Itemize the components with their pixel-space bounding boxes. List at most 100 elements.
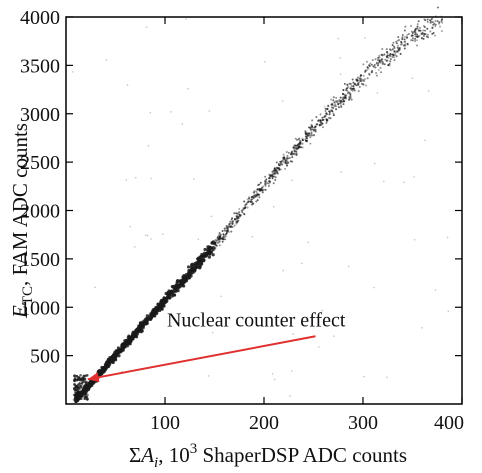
scatter-point	[251, 235, 254, 238]
scatter-point	[247, 200, 250, 203]
scatter-point	[332, 99, 335, 102]
scatter-point	[198, 265, 202, 269]
scatter-point	[159, 298, 164, 303]
scatter-point	[238, 215, 241, 218]
y-axis-ticks: 500 1000 1500 2000 2500 3000 3500 4000	[20, 7, 462, 368]
scatter-point	[401, 37, 404, 40]
scatter-point	[376, 64, 379, 67]
scatter-point	[335, 108, 338, 111]
scatter-point	[285, 162, 288, 165]
scatter-point	[414, 31, 417, 34]
scatter-point	[277, 166, 280, 169]
scatter-point	[340, 105, 343, 108]
scatter-point	[393, 45, 396, 48]
scatter-point	[362, 63, 365, 66]
scatter-point	[162, 296, 166, 300]
scatter-point	[279, 161, 282, 164]
scatter-point	[189, 272, 193, 276]
scatter-point	[401, 38, 404, 41]
scatter-point	[282, 160, 285, 163]
scatter-point	[281, 100, 284, 102]
x-tick-label: 300	[348, 412, 378, 434]
scatter-point	[360, 80, 363, 83]
scatter-point	[416, 25, 419, 28]
scatter-point	[394, 51, 397, 54]
scatter-point	[395, 55, 398, 58]
scatter-point	[228, 222, 231, 225]
scatter-point	[161, 233, 164, 235]
scatter-point	[279, 164, 282, 167]
scatter-point	[261, 191, 264, 194]
scatter-point	[267, 185, 270, 188]
scatter-point	[236, 212, 239, 215]
scatter-point	[324, 107, 327, 110]
scatter-point	[246, 198, 249, 201]
scatter-point	[238, 213, 241, 216]
scatter-point	[350, 98, 353, 101]
scatter-point	[114, 351, 118, 355]
scatter-point	[250, 198, 253, 201]
scatter-point	[75, 398, 79, 401]
scatter-point	[207, 375, 210, 377]
scatter-point	[391, 48, 394, 51]
scatter-point	[127, 341, 132, 345]
scatter-point	[292, 333, 295, 335]
scatter-point	[427, 90, 430, 92]
scatter-point	[353, 87, 356, 90]
scatter-point	[385, 59, 388, 62]
x-label-mid: , 10	[158, 443, 190, 467]
scatter-point	[342, 103, 345, 106]
scatter-point	[295, 153, 298, 156]
scatter-point	[226, 230, 228, 233]
scatter-point	[411, 32, 414, 35]
scatter-point	[256, 192, 259, 195]
scatter-point	[262, 185, 265, 188]
scatter-point	[398, 38, 401, 41]
scatter-point	[418, 29, 421, 32]
scatter-point	[372, 65, 375, 68]
scatter-point	[128, 336, 132, 340]
scatter-point	[170, 294, 174, 298]
scatter-point	[334, 103, 337, 106]
scatter-point	[282, 156, 285, 159]
scatter-point	[259, 181, 262, 184]
scatter-point	[366, 68, 369, 71]
scatter-point	[100, 365, 104, 370]
scatter-point	[298, 146, 301, 149]
scatter-point	[230, 218, 233, 221]
scatter-point	[224, 235, 227, 238]
scatter-point	[313, 129, 316, 132]
scatter-point	[360, 82, 363, 85]
scatter-point	[280, 160, 283, 163]
scatter-point	[262, 188, 265, 191]
scatter-point	[404, 43, 407, 46]
scatter-point	[213, 248, 216, 251]
scatter-point	[226, 226, 229, 229]
scatter-point	[86, 393, 89, 397]
scatter-point	[252, 202, 255, 205]
x-label-sigma: Σ	[129, 443, 141, 467]
scatter-point	[184, 275, 189, 279]
scatter-point	[274, 176, 277, 179]
scatter-point	[378, 61, 381, 64]
scatter-point	[273, 169, 276, 172]
scatter-point	[447, 310, 450, 313]
scatter-point	[404, 40, 407, 43]
scatter-point	[416, 23, 419, 26]
scatter-point	[75, 385, 79, 388]
scatter-point	[346, 92, 349, 95]
scatter-point	[145, 314, 149, 318]
scatter-point	[406, 42, 409, 45]
scatter-point	[340, 171, 342, 173]
scatter-point	[357, 90, 360, 93]
scatter-point	[340, 104, 343, 107]
scatter-point	[339, 73, 342, 76]
scatter-point	[249, 201, 252, 204]
scatter-point	[182, 281, 186, 285]
scatter-point	[383, 63, 386, 66]
scatter-point	[236, 216, 239, 219]
scatter-point	[73, 374, 76, 377]
scatter-point	[389, 48, 391, 51]
scatter-point	[375, 61, 378, 64]
